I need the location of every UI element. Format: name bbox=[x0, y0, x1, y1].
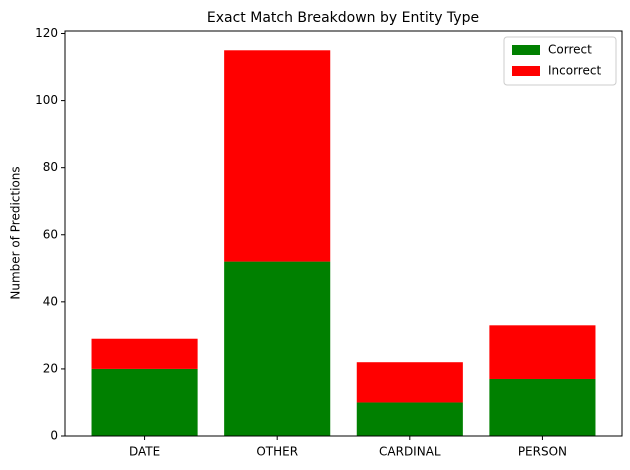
y-tick-label: 0 bbox=[50, 429, 58, 443]
chart-title: Exact Match Breakdown by Entity Type bbox=[207, 10, 479, 26]
plot-frame bbox=[64, 30, 623, 437]
y-tick-label: 40 bbox=[43, 294, 58, 308]
bar bbox=[91, 338, 198, 369]
y-tick-label: 20 bbox=[43, 361, 58, 375]
legend-label: Incorrect bbox=[548, 64, 601, 78]
y-tick-label: 80 bbox=[43, 160, 58, 174]
legend-swatch bbox=[512, 45, 540, 55]
y-tick-label: 100 bbox=[35, 93, 58, 107]
bar bbox=[224, 50, 331, 262]
y-axis-label: Number of Predictions bbox=[9, 166, 23, 299]
bar bbox=[489, 325, 596, 379]
legend-label: Correct bbox=[548, 43, 592, 57]
bar bbox=[91, 368, 198, 436]
y-tick-label: 120 bbox=[35, 26, 58, 40]
bar bbox=[356, 362, 463, 403]
x-tick-label: OTHER bbox=[256, 445, 298, 459]
x-tick-label: PERSON bbox=[518, 445, 567, 459]
x-tick-label: DATE bbox=[129, 445, 160, 459]
bar bbox=[224, 261, 331, 436]
legend-swatch bbox=[512, 66, 540, 76]
x-tick-label: CARDINAL bbox=[379, 445, 441, 459]
y-tick-label: 60 bbox=[43, 227, 58, 241]
legend: Correct Incorrect bbox=[503, 36, 617, 86]
bar bbox=[489, 378, 596, 436]
bar bbox=[356, 402, 463, 436]
